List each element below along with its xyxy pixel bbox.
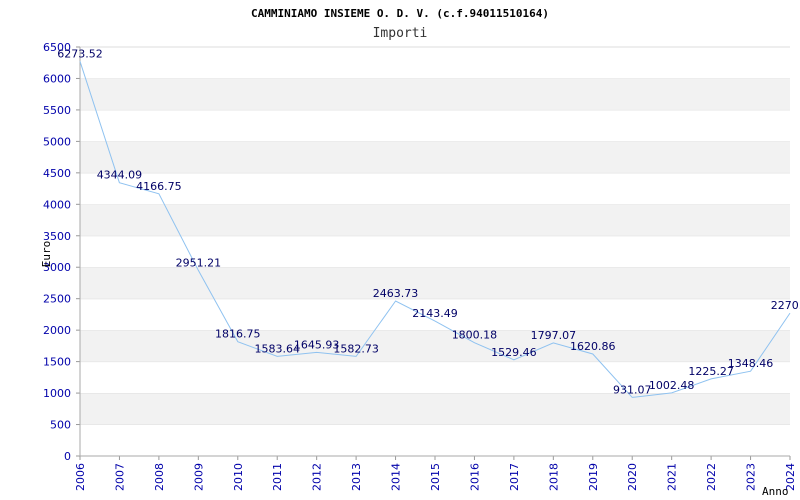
y-tick-label: 6000 (43, 72, 71, 85)
x-tick-label: 2010 (232, 463, 245, 491)
y-tick-label: 2500 (43, 293, 71, 306)
data-label: 2951.21 (176, 256, 222, 269)
data-label: 1225.27 (688, 365, 734, 378)
y-axis-ticks: 0 500 1000 1500 2000 2500 3000 3500 4000 4500 5000… (43, 41, 80, 463)
x-tick-label: 2011 (271, 463, 284, 491)
plot-band (80, 141, 790, 173)
x-tick-label: 2008 (153, 463, 166, 491)
x-tick-label: 2016 (468, 463, 481, 491)
data-label: 1645.93 (294, 338, 340, 351)
series-line (79, 61, 791, 398)
data-label: 2270.7 (771, 299, 800, 312)
plot-background (80, 46, 790, 456)
plot-band (80, 361, 790, 394)
data-label: 1816.75 (215, 328, 261, 341)
x-tick-label: 2023 (745, 463, 758, 491)
x-axis-label: Anno (762, 485, 789, 498)
x-tick-label: 2020 (626, 463, 639, 491)
plot-band (80, 47, 790, 79)
y-tick-label: 2000 (43, 324, 71, 337)
plot-band (80, 393, 790, 425)
x-tick-label: 2018 (547, 463, 560, 491)
plot-band (80, 424, 790, 456)
y-tick-label: 4500 (43, 167, 71, 180)
plot-band (80, 267, 790, 299)
x-tick-label: 2017 (508, 463, 521, 491)
plot-band (80, 204, 790, 236)
data-label: 1582.73 (333, 342, 379, 355)
plot-band (80, 235, 790, 268)
plot-band (80, 172, 790, 205)
data-label: 1797.07 (531, 329, 577, 342)
data-label: 4166.75 (136, 180, 182, 193)
data-label: 1529.46 (491, 346, 537, 359)
data-label: 4344.09 (97, 169, 143, 182)
y-tick-label: 3500 (43, 230, 71, 243)
data-label: 1583.64 (254, 342, 300, 355)
data-label: 2143.49 (412, 307, 458, 320)
y-tick-label: 0 (64, 450, 71, 463)
x-tick-label: 2007 (113, 463, 126, 491)
y-tick-label: 1500 (43, 356, 71, 369)
data-label: 1348.46 (728, 357, 774, 370)
y-axis-label: Euro (40, 241, 53, 268)
x-tick-label: 2012 (311, 463, 324, 491)
plot-band (80, 330, 790, 362)
data-label: 1800.18 (452, 329, 498, 342)
data-label: 6273.52 (57, 47, 103, 60)
x-tick-label: 2021 (666, 463, 679, 491)
x-tick-label: 2013 (350, 463, 363, 491)
data-label: 1620.86 (570, 340, 616, 353)
data-label: 2463.73 (373, 287, 419, 300)
y-tick-label: 5000 (43, 135, 71, 148)
data-label: 1002.48 (649, 379, 695, 392)
plot-band (80, 78, 790, 110)
y-tick-label: 5500 (43, 104, 71, 117)
plot-band (80, 298, 790, 331)
chart-title: CAMMINIAMO INSIEME O. D. V. (c.f.9401151… (251, 7, 549, 20)
x-tick-label: 2019 (587, 463, 600, 491)
x-axis-ticks: 2006 2007 2008 2009 2010 2011 2012 2013 2014 2015… (74, 456, 797, 491)
x-tick-label: 2015 (429, 463, 442, 491)
y-tick-label: 6500 (43, 41, 71, 54)
chart-subtitle: Importi (373, 26, 428, 41)
y-tick-label: 3000 (43, 261, 71, 274)
x-tick-label: 2022 (705, 463, 718, 491)
plot-band (80, 109, 790, 142)
x-tick-label: 2024 (784, 463, 797, 491)
y-tick-label: 500 (50, 419, 71, 432)
data-label: 931.07 (613, 383, 652, 396)
x-tick-label: 2009 (192, 463, 205, 491)
y-tick-label: 1000 (43, 387, 71, 400)
y-tick-label: 4000 (43, 198, 71, 211)
x-tick-label: 2006 (74, 463, 87, 491)
x-tick-label: 2014 (390, 463, 403, 491)
